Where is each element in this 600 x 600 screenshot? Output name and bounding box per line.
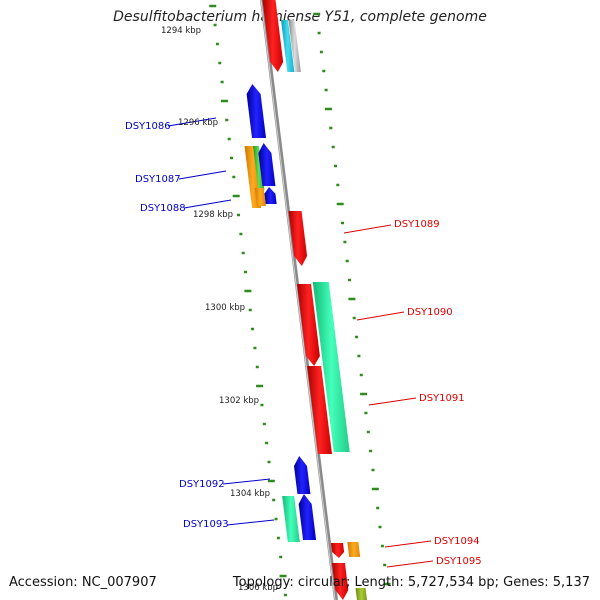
tick-label: 1296 kbp bbox=[178, 118, 218, 128]
gene-bar-cyan bbox=[280, 20, 295, 72]
connector-line bbox=[368, 397, 417, 406]
gene-label-dsy1087[interactable]: DSY1087 bbox=[135, 174, 181, 185]
gene-arrow-dsy1086 bbox=[246, 84, 267, 138]
tick-label: 1304 kbp bbox=[230, 489, 270, 499]
gene-arrow-dsy1094-red bbox=[330, 543, 345, 558]
gene-bar-dsy1091 bbox=[307, 366, 332, 454]
gene-bar-dsy1087-green bbox=[253, 146, 265, 190]
gene-label-dsy1086[interactable]: DSY1086 bbox=[125, 121, 171, 132]
topology-text: Topology: circular; Length: 5,727,534 bp… bbox=[232, 575, 590, 590]
connector-line bbox=[384, 540, 432, 548]
gene-arrow-dsy1089 bbox=[288, 211, 308, 266]
connector-line bbox=[167, 117, 217, 127]
gene-arrow-dsy1093-blue bbox=[298, 494, 317, 540]
connector-line bbox=[343, 224, 392, 234]
coordinate-tick-labels: 1294 kbp 1296 kbp 1298 kbp 1300 kbp 1302 kbp… bbox=[161, 26, 278, 593]
gene-labels: DSY1086 DSY1087 DSY1088 DSY1092 DSY1093 DSY10… bbox=[125, 121, 482, 567]
gene-arrow-dsy1087-blue bbox=[258, 143, 276, 186]
gene-label-dsy1089[interactable]: DSY1089 bbox=[394, 219, 440, 230]
left-tick-dashes bbox=[209, 4, 287, 597]
connector-line bbox=[226, 519, 275, 526]
gene-arrow-red-top bbox=[262, 0, 284, 72]
gene-label-dsy1095[interactable]: DSY1095 bbox=[436, 556, 482, 567]
gene-label-dsy1090[interactable]: DSY1090 bbox=[407, 307, 453, 318]
tick-label: 1298 kbp bbox=[193, 210, 233, 220]
label-connectors bbox=[167, 117, 434, 568]
tick-label: 1306 kbp bbox=[238, 583, 278, 593]
gene-label-dsy1094[interactable]: DSY1094 bbox=[434, 536, 480, 547]
genome-backbone-highlight bbox=[260, 0, 336, 600]
gene-arrow-dsy1092 bbox=[293, 456, 311, 494]
gene-label-dsy1093[interactable]: DSY1093 bbox=[183, 519, 229, 530]
gene-bar-gray bbox=[288, 20, 301, 72]
accession-text: Accession: NC_007907 bbox=[9, 575, 157, 590]
connector-line bbox=[222, 478, 271, 485]
connector-line bbox=[183, 199, 232, 209]
gene-bar-dsy1093-teal bbox=[282, 496, 300, 542]
gene-bar-dsy1095 bbox=[331, 563, 349, 600]
gene-bar-dsy1090-teal bbox=[312, 282, 350, 452]
gene-label-dsy1091[interactable]: DSY1091 bbox=[419, 393, 465, 404]
genome-backbone bbox=[260, 0, 338, 600]
gene-label-dsy1088[interactable]: DSY1088 bbox=[140, 203, 186, 214]
gene-bar-dsy1088-orange bbox=[254, 188, 266, 206]
right-tick-dashes bbox=[313, 12, 391, 586]
connector-line bbox=[356, 311, 405, 321]
genome-title: Desulfitobacterium hafniense Y51, comple… bbox=[113, 9, 487, 25]
tick-label: 1302 kbp bbox=[219, 396, 259, 406]
connector-line bbox=[178, 170, 227, 180]
gene-bar-dsy1094-orange bbox=[347, 542, 361, 557]
gene-arrow-dsy1088 bbox=[264, 187, 277, 204]
gene-label-dsy1092[interactable]: DSY1092 bbox=[179, 479, 225, 490]
connector-line bbox=[386, 560, 434, 568]
tick-label: 1294 kbp bbox=[161, 26, 201, 36]
gene-bar-olive bbox=[355, 588, 367, 600]
tick-label: 1300 kbp bbox=[205, 303, 245, 313]
gene-features bbox=[244, 0, 367, 600]
gene-arrow-dsy1090-red bbox=[297, 284, 320, 366]
